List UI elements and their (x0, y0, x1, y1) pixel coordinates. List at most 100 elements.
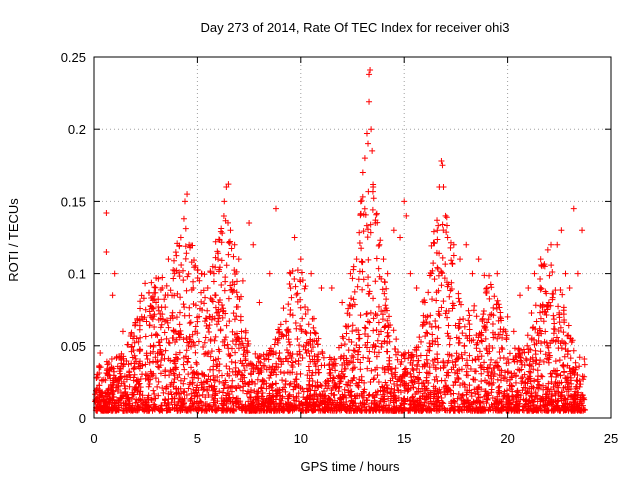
data-point (532, 389, 539, 396)
y-tick-label: 0.2 (68, 122, 86, 137)
data-point (286, 381, 293, 388)
data-point (416, 369, 423, 376)
data-point (216, 367, 223, 374)
y-tick-label: 0.25 (61, 50, 86, 65)
data-point (383, 285, 390, 292)
data-point (345, 347, 352, 354)
data-point (244, 349, 251, 356)
data-point (430, 387, 437, 394)
data-point (252, 364, 259, 371)
data-point (544, 246, 551, 253)
data-point (180, 361, 187, 368)
data-point (341, 341, 348, 348)
data-point (152, 375, 159, 382)
data-point (161, 296, 168, 303)
data-point (340, 393, 347, 400)
data-point (422, 333, 429, 340)
data-point (143, 350, 150, 357)
data-point (126, 383, 133, 390)
data-point (450, 302, 457, 309)
data-point (269, 381, 276, 388)
data-point (212, 333, 219, 340)
data-point (351, 347, 358, 354)
data-point (384, 329, 391, 336)
data-point (212, 377, 219, 384)
data-point (305, 347, 312, 354)
data-point (343, 398, 350, 405)
data-point (317, 382, 324, 389)
data-point (481, 323, 488, 330)
data-point (401, 198, 408, 205)
data-point (215, 256, 222, 263)
data-point (270, 393, 277, 400)
data-point (384, 340, 391, 347)
data-point (551, 326, 558, 333)
data-point (348, 338, 355, 345)
data-point (309, 378, 316, 385)
data-point (478, 378, 485, 385)
data-point (298, 407, 305, 414)
data-point (103, 393, 110, 400)
data-point (275, 355, 282, 362)
data-point (498, 377, 505, 384)
data-point (364, 282, 371, 289)
data-point (444, 283, 451, 290)
data-point (282, 380, 289, 387)
data-point (165, 396, 172, 403)
data-point (176, 243, 183, 250)
data-point (180, 215, 187, 222)
data-point (299, 315, 306, 322)
data-point (299, 354, 306, 361)
data-point (196, 277, 203, 284)
data-point (500, 354, 507, 361)
data-point (212, 254, 219, 261)
data-point (170, 275, 177, 282)
data-point (263, 355, 270, 362)
data-point (216, 237, 223, 244)
data-point (180, 301, 187, 308)
data-point (376, 273, 383, 280)
data-point (413, 285, 420, 292)
data-point (442, 261, 449, 268)
data-point (153, 299, 160, 306)
data-point (469, 270, 476, 277)
data-point (254, 365, 261, 372)
plot-frame (93, 56, 612, 419)
data-point (195, 375, 202, 382)
data-point (378, 340, 385, 347)
data-point (217, 228, 224, 235)
data-point (292, 320, 299, 327)
data-point (434, 236, 441, 243)
data-point (159, 316, 166, 323)
data-point (137, 305, 144, 312)
data-point (153, 359, 160, 366)
data-point (105, 359, 112, 366)
data-point (277, 321, 284, 328)
data-point (105, 385, 112, 392)
data-point (544, 355, 551, 362)
data-point (228, 382, 235, 389)
data-point (552, 287, 559, 294)
data-point (554, 398, 561, 405)
data-point (177, 294, 184, 301)
data-point (440, 183, 447, 190)
data-point (442, 377, 449, 384)
data-point (250, 241, 257, 248)
data-point (173, 314, 180, 321)
data-point (210, 372, 217, 379)
data-point (413, 353, 420, 360)
data-point (279, 406, 286, 413)
data-point (550, 383, 557, 390)
data-point (574, 270, 581, 277)
data-point (318, 362, 325, 369)
data-point (233, 395, 240, 402)
data-point (440, 298, 447, 305)
data-point (349, 328, 356, 335)
data-point (194, 330, 201, 337)
data-point (447, 287, 454, 294)
data-point (549, 370, 556, 377)
data-point (561, 395, 568, 402)
data-point (439, 162, 446, 169)
data-point (234, 330, 241, 337)
data-point (198, 370, 205, 377)
